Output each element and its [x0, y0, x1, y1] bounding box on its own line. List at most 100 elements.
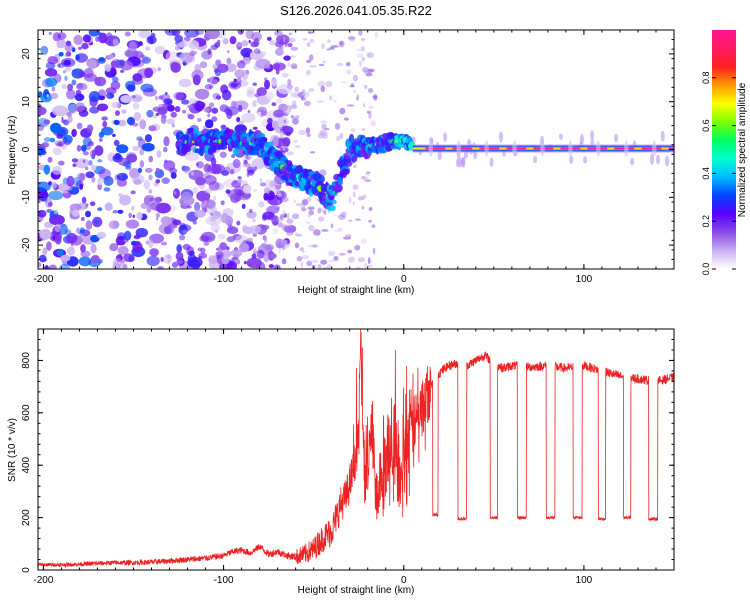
spectrogram-blob: [301, 261, 303, 269]
spectrogram-blob: [271, 120, 279, 130]
spectrogram-blob: [283, 55, 291, 61]
spectrogram-blob: [227, 50, 230, 54]
spectrogram-blob: [117, 209, 124, 214]
spectrogram-blob: [160, 115, 167, 124]
spectrogram-blob: [221, 89, 232, 101]
spectrogram-blob: [235, 259, 241, 265]
spectrogram-blob: [317, 207, 322, 214]
spectrogram-blob: [58, 160, 65, 166]
spectrogram-blob: [131, 206, 135, 211]
spectrogram-blob: [204, 188, 213, 194]
spectrogram-blob: [265, 91, 274, 101]
spectrogram-blob: [174, 45, 180, 51]
spectrogram-blob: [368, 68, 375, 72]
spectrogram-blob: [85, 166, 89, 171]
spectrogram-blob: [357, 196, 365, 201]
spectrogram-blob: [48, 201, 53, 207]
spectrogram-blob: [269, 180, 278, 187]
spectrogram-blob: [353, 164, 357, 169]
spectrogram-blob: [171, 123, 175, 128]
spectrogram-blob: [275, 113, 284, 117]
spectrogram-blob: [88, 91, 101, 102]
spectrogram-blob: [286, 109, 291, 116]
spectrogram-blob: [38, 146, 45, 156]
spectrogram-blob: [317, 264, 322, 269]
spectrogram-blob: [308, 65, 317, 68]
spectrogram-blob: [367, 88, 374, 93]
spectrogram-blob: [143, 179, 150, 190]
spectrogram-blob: [76, 122, 83, 130]
spectrogram-blob: [42, 247, 48, 256]
spectrogram-blob: [355, 48, 364, 51]
spectrogram-blob: [348, 219, 353, 222]
spectrogram-blob: [94, 76, 107, 87]
spectrogram-blob: [152, 115, 158, 119]
spectrogram-blob: [360, 238, 368, 244]
spectrogram-blob: [242, 105, 248, 110]
spectrogram-blob: [126, 154, 138, 163]
spectrogram-blob: [322, 60, 326, 64]
spectrogram-blob: [282, 224, 289, 232]
ridge-bulge: [596, 140, 601, 157]
spectrogram-blob: [199, 235, 210, 243]
spectrogram-blob: [346, 61, 351, 67]
spectrogram-blob: [277, 193, 283, 197]
spectrogram-blob: [81, 144, 87, 152]
spectrogram-blob: [252, 82, 257, 86]
spectrogram-blob: [52, 165, 62, 175]
spectrogram-blob: [290, 46, 299, 51]
spectrogram-blob: [74, 102, 86, 112]
spectrogram-blob: [80, 244, 86, 252]
spectrogram-blob: [282, 37, 286, 43]
spectrogram-blob: [349, 85, 355, 88]
spectrogram-blob: [47, 156, 53, 163]
spectrogram-blob: [321, 207, 324, 213]
spectrogram-blob: [121, 174, 127, 180]
spectrogram-blob: [83, 68, 94, 78]
spectrogram-blob: [119, 194, 132, 206]
spectrogram-blob: [44, 68, 58, 77]
colorbar-tick-label: 0.2: [701, 215, 711, 228]
spectrogram-blob: [241, 192, 252, 199]
spectrogram-blob: [264, 79, 270, 90]
spectrogram-blob: [46, 208, 53, 213]
spectrogram-blob: [194, 209, 206, 218]
spectrogram-blob: [216, 39, 221, 44]
spectrogram-blob: [211, 116, 218, 122]
spectrogram-blob: [157, 266, 164, 269]
spectrogram-blob: [579, 133, 584, 145]
y-tick-label: 600: [21, 404, 32, 421]
spectrogram-blob: [117, 175, 121, 180]
spectrogram-blob: [203, 241, 210, 246]
spectrogram-blob: [176, 244, 182, 254]
spectrogram-blob: [231, 154, 236, 158]
spectrogram-blob: [247, 110, 251, 113]
spectrogram-blob: [272, 136, 279, 147]
spectrogram-blob: [160, 257, 164, 262]
spectrogram-blob: [255, 58, 271, 69]
spectrogram-blob: [170, 172, 177, 179]
spectrogram-blob: [320, 259, 328, 265]
spectrogram-blob: [225, 215, 234, 226]
spectrogram-blob: [184, 151, 200, 162]
spectrogram-blob: [170, 62, 181, 73]
ridge-peak: [668, 147, 674, 150]
spectrogram-blob: [144, 134, 152, 143]
spectrogram-blob: [50, 92, 59, 100]
spectrogram-blob: [236, 77, 242, 86]
spectrogram-blob: [101, 116, 108, 121]
spectrogram-blob: [246, 166, 256, 174]
spectrogram-blob: [309, 54, 314, 61]
spectrogram-blob: [97, 57, 107, 64]
spectrogram-blob: [357, 257, 365, 263]
spectrogram-blob: [338, 252, 346, 256]
spectrogram-blob: [56, 39, 66, 49]
spectrogram-blob: [281, 196, 289, 203]
spectrogram-blob: [650, 153, 654, 165]
spectrogram-blob: [52, 105, 69, 117]
snr-x-label: Height of straight line (km): [298, 585, 415, 596]
spectrogram-blob: [164, 159, 168, 163]
spectrogram-blob: [352, 74, 358, 82]
spectrogram-blob: [356, 53, 364, 58]
spectrogram-blob: [257, 111, 262, 117]
